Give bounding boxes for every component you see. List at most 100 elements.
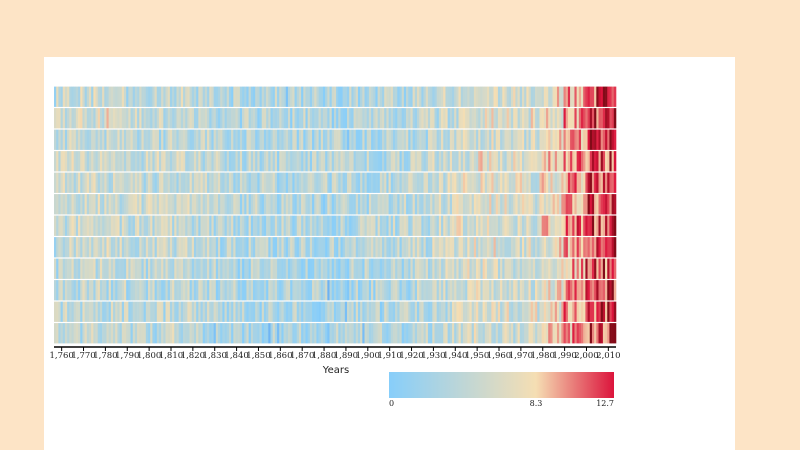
heatmap-cell [294, 280, 298, 301]
heatmap-cell [167, 129, 171, 150]
heatmap-cell [156, 215, 160, 236]
heatmap-cell [314, 108, 317, 129]
heatmap-cell [113, 151, 116, 172]
heatmap-cell [355, 215, 359, 236]
heatmap-cell [465, 86, 468, 107]
heatmap-cell [86, 323, 90, 344]
heatmap-cell [242, 280, 245, 301]
heatmap-cell [137, 129, 140, 150]
heatmap-cell [537, 86, 540, 107]
heatmap-cell [451, 280, 455, 301]
heatmap-cell [495, 301, 499, 322]
heatmap-cell [605, 129, 608, 150]
heatmap-cell [287, 129, 291, 150]
heatmap-cell [454, 151, 457, 172]
heatmap-cell [233, 172, 236, 193]
heatmap-cell [578, 129, 582, 150]
heatmap-cell [342, 194, 346, 215]
heatmap-cell [486, 215, 490, 236]
heatmap-cell [97, 108, 101, 129]
heatmap-cell [589, 258, 593, 279]
heatmap-cell [541, 237, 545, 258]
heatmap-cell [570, 258, 573, 279]
heatmap-cell [137, 86, 140, 107]
heatmap-cell [207, 108, 210, 129]
heatmap-cell [587, 108, 591, 129]
heatmap-cell [364, 215, 368, 236]
heatmap-cell [233, 258, 236, 279]
heatmap-cell [187, 129, 190, 150]
heatmap-cell [357, 280, 361, 301]
heatmap-cell [314, 215, 317, 236]
heatmap-cell [54, 323, 57, 344]
heatmap-cell [412, 215, 416, 236]
heatmap-cell [139, 172, 142, 193]
heatmap-cell [556, 151, 560, 172]
heatmap-cell [484, 301, 488, 322]
heatmap-cell [73, 280, 77, 301]
heatmap-cell [325, 215, 328, 236]
heatmap-cell [156, 108, 160, 129]
heatmap-cell [75, 172, 79, 193]
heatmap-cell [322, 237, 326, 258]
heatmap-cell [163, 301, 166, 322]
heatmap-cell [185, 323, 188, 344]
heatmap-cell [454, 172, 457, 193]
heatmap-cell [357, 108, 361, 129]
x-tick-label: 1,860 [268, 351, 292, 361]
heatmap-cell [73, 151, 77, 172]
heatmap-cell [80, 194, 83, 215]
heatmap-cell [480, 323, 483, 344]
heatmap-cell [382, 151, 385, 172]
heatmap-cell [403, 172, 407, 193]
heatmap-cell [86, 172, 90, 193]
heatmap-cell [447, 258, 451, 279]
heatmap-cell [314, 323, 317, 344]
heatmap-cell [342, 151, 346, 172]
heatmap-cell [417, 151, 420, 172]
heatmap-cell [552, 86, 556, 107]
heatmap-cell [484, 86, 488, 107]
heatmap-cell [209, 258, 212, 279]
heatmap-cell [438, 301, 442, 322]
heatmap-cell [158, 172, 162, 193]
heatmap-cell [504, 215, 507, 236]
heatmap-cell [60, 86, 64, 107]
heatmap-cell [478, 237, 481, 258]
heatmap-cell [491, 108, 494, 129]
heatmap-cell [152, 323, 155, 344]
heatmap-cell [489, 215, 492, 236]
heatmap-cell [253, 258, 256, 279]
heatmap-cell [425, 151, 429, 172]
heatmap-cell [382, 108, 385, 129]
heatmap-cell [198, 151, 201, 172]
heatmap-cell [349, 194, 352, 215]
heatmap-cell [502, 301, 505, 322]
heatmap-cell [589, 172, 593, 193]
heatmap-cell [64, 172, 68, 193]
heatmap-cell [511, 323, 514, 344]
heatmap-cell [504, 151, 507, 172]
heatmap-cell [344, 258, 348, 279]
heatmap-cell [134, 129, 138, 150]
heatmap-cell [156, 323, 160, 344]
x-tick-label: 1,880 [312, 351, 336, 361]
heatmap-cell [115, 237, 118, 258]
heatmap-cell [329, 108, 333, 129]
heatmap-cell [329, 301, 333, 322]
heatmap-cell [202, 301, 206, 322]
heatmap-cell [465, 258, 468, 279]
heatmap-cell [108, 151, 112, 172]
heatmap-cell [600, 215, 604, 236]
heatmap-cell [556, 129, 560, 150]
heatmap-cell [583, 129, 586, 150]
heatmap-cell [128, 194, 131, 215]
heatmap-cell [546, 172, 549, 193]
heatmap-cell [60, 194, 64, 215]
heatmap-cell [158, 237, 162, 258]
heatmap-cell [609, 280, 612, 301]
heatmap-cell [495, 258, 499, 279]
heatmap-cell [174, 215, 177, 236]
heatmap-cell [611, 237, 615, 258]
heatmap-cell [482, 280, 486, 301]
